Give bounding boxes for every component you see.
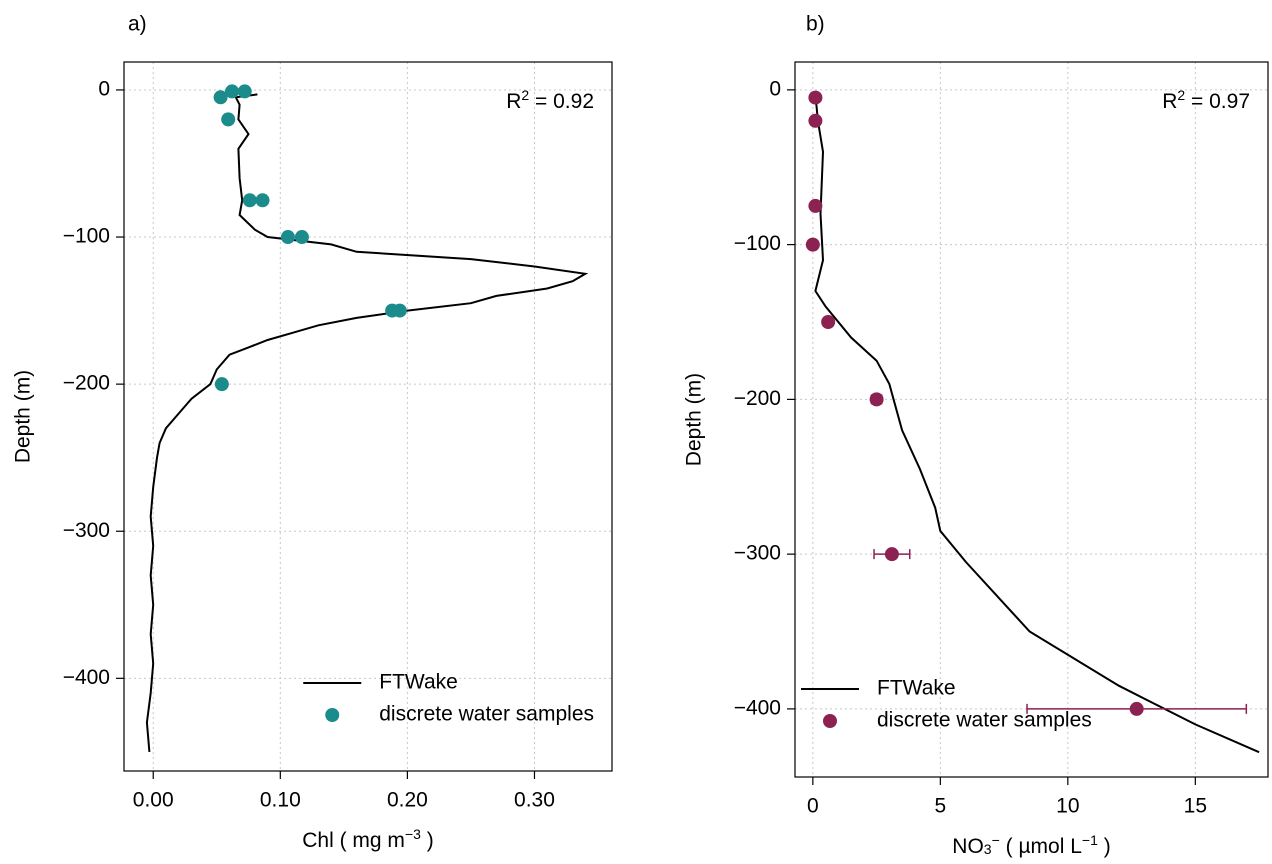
- sample-point: [392, 303, 407, 318]
- x-tick-label: 0.10: [260, 789, 301, 812]
- legend-label: FTWake: [379, 671, 458, 694]
- sample-point: [808, 113, 823, 128]
- y-tick-label: −400: [63, 666, 110, 689]
- text-part: NO: [952, 835, 984, 858]
- text-part: −3: [405, 826, 421, 842]
- sample-point: [255, 193, 270, 208]
- x-tick-label: 0: [807, 795, 819, 818]
- y-tick-label: −200: [734, 387, 781, 410]
- y-tick-label: −100: [63, 225, 110, 248]
- sample-point: [242, 193, 257, 208]
- x-tick-label: 15: [1184, 795, 1207, 818]
- sample-point: [221, 112, 236, 127]
- x-axis-label: NO3​−​ ( µmol L−1​ ): [952, 832, 1110, 857]
- sample-point: [869, 392, 884, 407]
- y-tick-label: −300: [734, 542, 781, 565]
- y-axis-label: Depth (m): [683, 373, 706, 466]
- panel-title: a): [128, 13, 147, 36]
- legend-swatch: [325, 708, 340, 722]
- text-part: R: [1162, 90, 1177, 113]
- r-squared: R2​ = 0.92: [506, 87, 594, 112]
- legend-swatch: [823, 714, 837, 728]
- x-tick-label: 5: [934, 795, 946, 818]
- text-part: −: [992, 832, 1000, 848]
- text-part: = 0.92: [529, 90, 594, 113]
- y-tick-label: −200: [63, 372, 110, 395]
- plot-frame: [794, 61, 1269, 778]
- profile-line: [814, 94, 1260, 754]
- y-tick-label: 0: [769, 77, 781, 100]
- x-axis-label: Chl ( mg m−3​ ): [302, 826, 433, 851]
- text-part: R: [506, 90, 521, 113]
- legend: FTWake discrete water samples: [801, 677, 1092, 732]
- sample-point: [821, 315, 836, 329]
- legend-label: FTWake: [877, 677, 956, 700]
- y-tick-label: −300: [63, 519, 110, 542]
- y-tick-label: −100: [734, 232, 781, 255]
- profile-line: [145, 93, 589, 752]
- sample-point: [280, 230, 295, 245]
- text-part: ): [1098, 835, 1111, 858]
- text-part: Chl ( mg m: [302, 829, 405, 852]
- sample-point: [294, 230, 309, 245]
- legend: FTWake discrete water samples: [303, 671, 594, 726]
- sample-point: [1129, 701, 1144, 716]
- y-axis-label: Depth (m): [12, 370, 35, 463]
- sample-point: [213, 90, 228, 105]
- sample-point: [214, 377, 229, 392]
- sample-point: [808, 198, 823, 213]
- x-tick-label: 10: [1056, 795, 1079, 818]
- sample-point: [808, 90, 823, 105]
- text-part: 2: [521, 87, 529, 103]
- text-part: ( µmol L: [1000, 835, 1082, 858]
- sample-point: [884, 547, 899, 562]
- x-tick-label: 0.00: [133, 789, 174, 812]
- panel-title: b): [806, 13, 825, 36]
- plot-frame: [123, 61, 613, 772]
- text-part: ): [421, 829, 434, 852]
- y-tick-label: −400: [734, 696, 781, 719]
- sample-point: [237, 84, 252, 99]
- sample-point: [805, 237, 820, 252]
- x-tick-label: 0.30: [514, 789, 555, 812]
- x-tick-label: 0.20: [387, 789, 428, 812]
- text-part: −1: [1082, 832, 1098, 848]
- text-part: = 0.97: [1185, 90, 1250, 113]
- legend-label: discrete water samples: [877, 709, 1092, 732]
- legend-label: discrete water samples: [379, 703, 594, 726]
- r-squared: R2​ = 0.97: [1162, 87, 1250, 112]
- y-tick-label: 0: [98, 77, 110, 100]
- text-part: 3: [984, 841, 992, 857]
- text-part: 2: [1177, 87, 1185, 103]
- sample-point: [225, 84, 240, 99]
